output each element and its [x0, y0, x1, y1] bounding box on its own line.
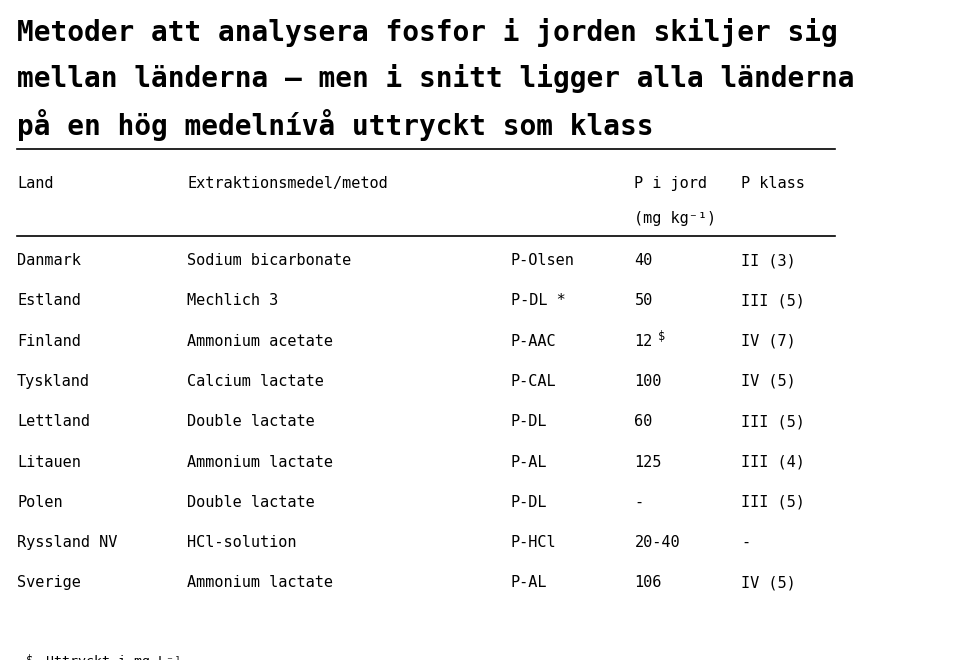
- Text: Danmark: Danmark: [17, 253, 81, 268]
- Text: Double lactate: Double lactate: [187, 414, 315, 429]
- Text: 40: 40: [635, 253, 653, 268]
- Text: P-AL: P-AL: [511, 576, 547, 591]
- Text: mellan länderna – men i snitt ligger alla länderna: mellan länderna – men i snitt ligger all…: [17, 64, 854, 93]
- Text: Lettland: Lettland: [17, 414, 90, 429]
- Text: Ammonium acetate: Ammonium acetate: [187, 334, 333, 348]
- Text: III (5): III (5): [741, 294, 804, 308]
- Text: Mechlich 3: Mechlich 3: [187, 294, 278, 308]
- Text: P-Olsen: P-Olsen: [511, 253, 575, 268]
- Text: (mg kg⁻¹): (mg kg⁻¹): [635, 211, 716, 226]
- Text: Ryssland NV: Ryssland NV: [17, 535, 117, 550]
- Text: -: -: [635, 495, 643, 510]
- Text: Finland: Finland: [17, 334, 81, 348]
- Text: P-AAC: P-AAC: [511, 334, 557, 348]
- Text: Polen: Polen: [17, 495, 62, 510]
- Text: Ammonium lactate: Ammonium lactate: [187, 455, 333, 469]
- Text: Uttryckt i mg L⁻¹: Uttryckt i mg L⁻¹: [38, 655, 182, 660]
- Text: Sverige: Sverige: [17, 576, 81, 591]
- Text: III (5): III (5): [741, 495, 804, 510]
- Text: 106: 106: [635, 576, 661, 591]
- Text: III (5): III (5): [741, 414, 804, 429]
- Text: Double lactate: Double lactate: [187, 495, 315, 510]
- Text: Estland: Estland: [17, 294, 81, 308]
- Text: $: $: [658, 330, 664, 343]
- Text: IV (7): IV (7): [741, 334, 796, 348]
- Text: IV (5): IV (5): [741, 374, 796, 389]
- Text: P i jord: P i jord: [635, 176, 708, 191]
- Text: 50: 50: [635, 294, 653, 308]
- Text: Sodium bicarbonate: Sodium bicarbonate: [187, 253, 351, 268]
- Text: $: $: [26, 653, 33, 660]
- Text: IV (5): IV (5): [741, 576, 796, 591]
- Text: Litauen: Litauen: [17, 455, 81, 469]
- Text: 100: 100: [635, 374, 661, 389]
- Text: HCl-solution: HCl-solution: [187, 535, 297, 550]
- Text: III (4): III (4): [741, 455, 804, 469]
- Text: Calcium lactate: Calcium lactate: [187, 374, 324, 389]
- Text: P-DL *: P-DL *: [511, 294, 565, 308]
- Text: på en hög medelnívå uttryckt som klass: på en hög medelnívå uttryckt som klass: [17, 110, 654, 141]
- Text: P-CAL: P-CAL: [511, 374, 557, 389]
- Text: P klass: P klass: [741, 176, 804, 191]
- Text: 125: 125: [635, 455, 661, 469]
- Text: -: -: [741, 535, 750, 550]
- Text: Extraktionsmedel/metod: Extraktionsmedel/metod: [187, 176, 388, 191]
- Text: P-AL: P-AL: [511, 455, 547, 469]
- Text: P-HCl: P-HCl: [511, 535, 557, 550]
- Text: Ammonium lactate: Ammonium lactate: [187, 576, 333, 591]
- Text: P-DL: P-DL: [511, 495, 547, 510]
- Text: Metoder att analysera fosfor i jorden skiljer sig: Metoder att analysera fosfor i jorden sk…: [17, 18, 838, 47]
- Text: P-DL: P-DL: [511, 414, 547, 429]
- Text: 60: 60: [635, 414, 653, 429]
- Text: 12: 12: [635, 334, 653, 348]
- Text: Tyskland: Tyskland: [17, 374, 90, 389]
- Text: Land: Land: [17, 176, 54, 191]
- Text: II (3): II (3): [741, 253, 796, 268]
- Text: 20-40: 20-40: [635, 535, 680, 550]
